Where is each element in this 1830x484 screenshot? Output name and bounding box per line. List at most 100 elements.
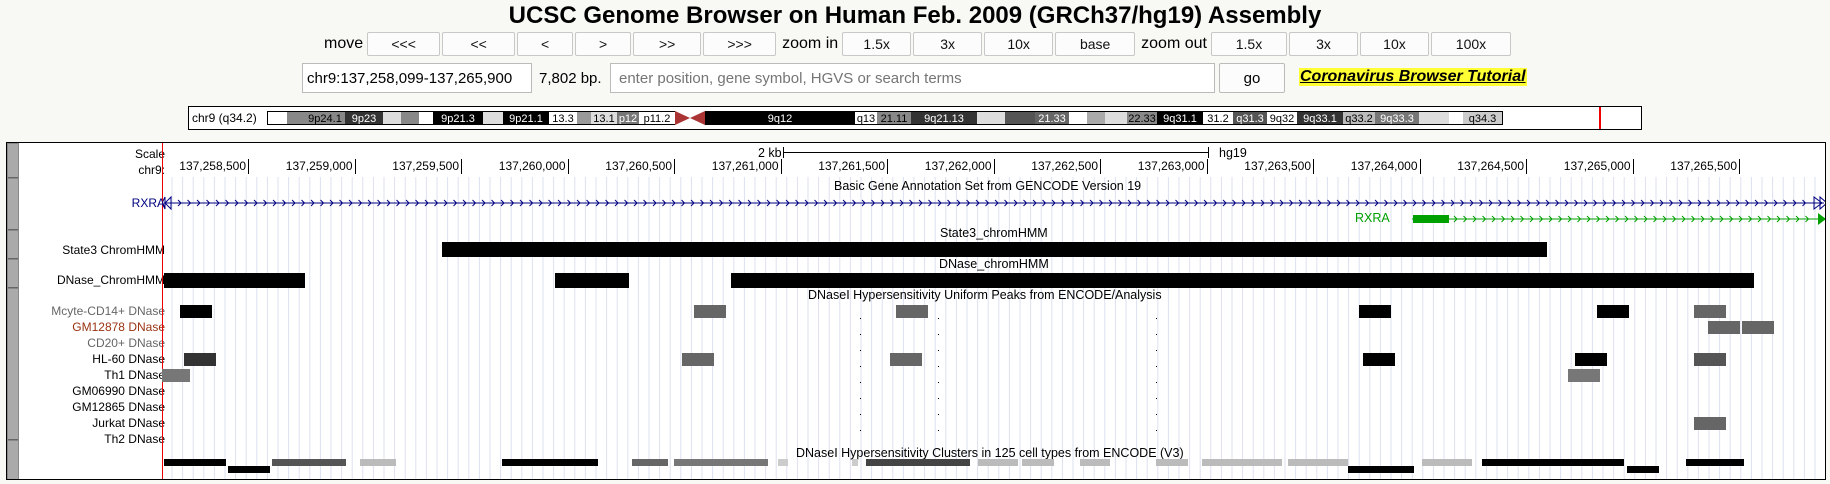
position-display[interactable]: chr9:137,258,099-137,265,900 (302, 63, 532, 93)
uniform-label-gm12878[interactable]: GM12878 DNase (72, 320, 165, 334)
uniform-label-cd20[interactable]: CD20+ DNase (87, 336, 165, 350)
cluster-feature[interactable] (674, 459, 768, 466)
zoom-in-3x-button[interactable]: 3x (913, 32, 983, 56)
track-data-area[interactable]: 2 kb hg19 137,258,500 137,259,000 137,259,… (162, 143, 1826, 479)
zoom-out-100x-button[interactable]: 100x (1430, 32, 1511, 56)
state3-chromhmm-label[interactable]: State3 ChromHMM (62, 243, 165, 257)
cluster-feature[interactable] (1156, 459, 1188, 466)
sidebar-button[interactable] (8, 231, 18, 259)
ruler-tick (1526, 159, 1527, 174)
gene-label-rxra-green[interactable]: RXRA (1355, 211, 1390, 225)
uniform-label-hl60[interactable]: HL-60 DNase (92, 352, 165, 366)
cluster-feature[interactable] (228, 466, 270, 473)
peak-feature[interactable] (1694, 353, 1726, 366)
cluster-feature[interactable] (1202, 459, 1282, 466)
search-input[interactable] (610, 63, 1215, 93)
cluster-feature[interactable] (978, 459, 1018, 466)
cluster-feature[interactable] (1627, 466, 1659, 473)
peak-dot (938, 382, 939, 383)
cluster-feature[interactable] (1348, 466, 1414, 473)
zoom-out-1-5x-button[interactable]: 1.5x (1210, 32, 1287, 56)
peak-feature[interactable] (1708, 321, 1740, 334)
state3-track-title: State3_chromHMM (940, 226, 1048, 240)
ruler-tick (780, 159, 782, 174)
peak-feature[interactable] (896, 305, 928, 318)
band-22-33: 22.33 (1127, 111, 1157, 125)
peak-feature[interactable] (1359, 305, 1391, 318)
cluster-feature[interactable] (1686, 459, 1744, 466)
cluster-feature[interactable] (272, 459, 346, 466)
gene-label-rxra[interactable]: RXRA (131, 196, 165, 210)
uniform-label-gm12865[interactable]: GM12865 DNase (72, 400, 165, 414)
peak-feature[interactable] (1363, 353, 1395, 366)
cluster-feature[interactable] (1422, 459, 1472, 466)
peak-feature[interactable] (1575, 353, 1607, 366)
peak-feature[interactable] (682, 353, 714, 366)
cluster-feature[interactable] (1022, 459, 1054, 466)
zoom-in-10x-button[interactable]: 10x (984, 32, 1054, 56)
band-9p24-1: 9p24.1 (305, 111, 345, 125)
uniform-label-mcyte[interactable]: Mcyte-CD14+ DNase (51, 304, 165, 318)
cluster-feature[interactable] (1080, 459, 1110, 466)
peak-dot (860, 334, 861, 335)
uniform-label-jurkat[interactable]: Jurkat DNase (92, 416, 165, 430)
zoom-out-3x-button[interactable]: 3x (1288, 32, 1358, 56)
cluster-feature[interactable] (778, 459, 788, 466)
peak-feature[interactable] (694, 305, 726, 318)
cluster-feature[interactable] (1288, 459, 1348, 466)
cluster-feature[interactable] (866, 459, 970, 466)
move-right-button[interactable]: >> (633, 32, 702, 56)
tutorial-link[interactable]: Coronavirus Browser Tutorial (1299, 68, 1527, 86)
dnase-chromhmm-label[interactable]: DNase_ChromHMM (56, 273, 165, 287)
zoom-in-1-5x-button[interactable]: 1.5x (842, 32, 912, 56)
peak-feature[interactable] (180, 305, 212, 318)
band (1105, 111, 1127, 125)
cluster-feature[interactable] (164, 459, 226, 466)
peak-feature[interactable] (1742, 321, 1774, 334)
cluster-feature[interactable] (1482, 459, 1624, 466)
peak-feature[interactable] (1568, 369, 1600, 382)
dnase-chromhmm-segment[interactable] (731, 273, 1754, 288)
sidebar-button[interactable] (8, 260, 18, 288)
zoom-out-label: zoom out (1141, 35, 1207, 52)
uniform-label-th2[interactable]: Th2 DNase (104, 432, 165, 446)
chromosome-ideogram[interactable]: chr9 (q34.2) 9p24.1 9p23 9p21.3 9p21.1 1… (188, 106, 1642, 130)
cluster-feature[interactable] (360, 459, 396, 466)
uniform-label-th1[interactable]: Th1 DNase (104, 368, 165, 382)
zoom-out-10x-button[interactable]: 10x (1359, 32, 1429, 56)
cluster-feature[interactable] (502, 459, 598, 466)
peak-feature[interactable] (890, 353, 922, 366)
peak-feature[interactable] (1597, 305, 1629, 318)
move-far-right-button[interactable]: >>> (703, 32, 777, 56)
ruler-tick (993, 159, 995, 174)
sidebar-button[interactable] (8, 289, 18, 440)
assembly-label: hg19 (1219, 146, 1247, 160)
peak-dot (938, 318, 939, 319)
move-small-right-button[interactable]: > (575, 32, 632, 56)
band-q13: q13 (855, 111, 877, 125)
dnase-chromhmm-segment[interactable] (555, 273, 629, 288)
peak-feature[interactable] (1694, 305, 1726, 318)
go-button[interactable]: go (1219, 63, 1285, 93)
sidebar-button[interactable] (8, 441, 18, 479)
uniform-label-gm06990[interactable]: GM06990 DNase (72, 384, 165, 398)
zoom-in-base-button[interactable]: base (1055, 32, 1136, 56)
state3-segment[interactable] (442, 242, 1547, 257)
dnase-chromhmm-segment[interactable] (164, 273, 305, 288)
peak-feature[interactable] (162, 369, 190, 382)
peak-feature[interactable] (1694, 417, 1726, 430)
gencode-track-title: Basic Gene Annotation Set from GENCODE V… (834, 179, 1142, 193)
move-small-left-button[interactable]: < (517, 32, 574, 56)
sidebar-button[interactable] (8, 144, 18, 178)
ruler-tick (1206, 159, 1208, 174)
sidebar-button[interactable] (8, 179, 18, 230)
gene-rxra-blue[interactable] (162, 193, 1826, 213)
cluster-feature[interactable] (632, 459, 668, 466)
move-left-button[interactable]: << (442, 32, 516, 56)
gene-rxra-green[interactable] (162, 211, 1826, 227)
move-far-left-button[interactable]: <<< (367, 32, 441, 56)
cluster-feature[interactable] (852, 459, 858, 466)
peak-feature[interactable] (184, 353, 216, 366)
track-display[interactable]: Scale chr9: RXRA State3 ChromHMM DNase_C… (6, 142, 1826, 480)
peak-dot (938, 366, 939, 367)
